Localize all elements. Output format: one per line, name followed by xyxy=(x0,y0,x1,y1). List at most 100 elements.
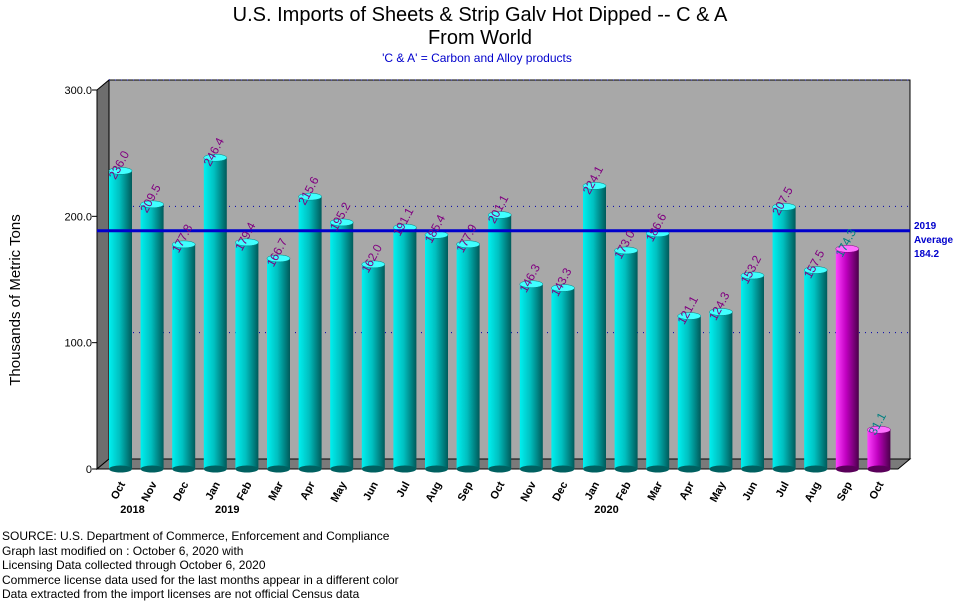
x-category-label: Apr xyxy=(677,479,697,502)
x-category-label: Sep xyxy=(456,480,476,504)
bar-base xyxy=(488,465,512,473)
bar xyxy=(108,167,133,473)
bar-body xyxy=(267,258,290,469)
bar xyxy=(803,266,828,473)
bar-base xyxy=(519,465,543,473)
bar-base xyxy=(140,465,164,473)
bar-body xyxy=(109,170,132,469)
bar xyxy=(867,425,891,473)
bar-body xyxy=(709,311,733,469)
bar-base xyxy=(298,465,322,473)
x-axis-categories: Oct Nov Dec Jan Feb Mar Apr May Jun Jul Aug Sep Oct N… xyxy=(109,479,887,504)
bar xyxy=(203,153,228,473)
bar-body xyxy=(519,284,543,469)
bar-base xyxy=(109,465,132,473)
x-category-label: Feb xyxy=(614,480,634,503)
bar-body xyxy=(361,264,385,469)
x-category-label: Oct xyxy=(109,479,128,501)
x-category-label: Jul xyxy=(394,480,412,500)
bar-cap xyxy=(203,153,228,162)
bar-cap xyxy=(235,238,259,247)
x-category-label: Dec xyxy=(550,480,570,503)
bar-base xyxy=(772,465,796,473)
bar-cap xyxy=(551,284,575,292)
bar-body xyxy=(488,214,512,469)
bar xyxy=(772,203,796,473)
x-category-label: Feb xyxy=(235,480,255,503)
y-tick-label: 100.0 xyxy=(64,338,92,350)
average-label: Average xyxy=(914,235,954,246)
bar-body xyxy=(456,244,480,469)
bar xyxy=(677,312,702,473)
bar xyxy=(456,240,480,473)
bar-body xyxy=(614,250,638,469)
y-tick-label: 300.0 xyxy=(64,85,92,97)
x-category-label: Jan xyxy=(583,480,603,503)
bar-cap xyxy=(108,167,133,175)
x-category-label: May xyxy=(329,479,350,504)
bar-body xyxy=(203,157,227,469)
footer-color-note: Commerce license data used for the last … xyxy=(2,572,399,587)
bar-body xyxy=(867,429,891,469)
bar xyxy=(235,238,259,473)
bar-base xyxy=(709,465,733,473)
bar-base xyxy=(646,465,670,473)
x-category-label: Mar xyxy=(266,479,286,503)
bar xyxy=(614,246,638,473)
x-category-label: Aug xyxy=(803,480,824,505)
footer-modified: Graph last modified on : October 6, 2020… xyxy=(2,543,244,558)
year-label: 2020 xyxy=(594,504,618,516)
bar-body xyxy=(140,204,164,469)
bar xyxy=(582,182,607,473)
bar-body xyxy=(646,233,670,469)
bar xyxy=(329,218,354,473)
bar-cap xyxy=(140,200,164,209)
x-category-label: Aug xyxy=(424,480,445,505)
x-category-label: Oct xyxy=(867,479,886,501)
average-label: 2019 xyxy=(914,221,937,232)
x-category-label: Jun xyxy=(361,480,381,503)
bar-base xyxy=(393,465,417,473)
x-category-label: Jul xyxy=(774,480,792,500)
bar-base xyxy=(425,465,448,473)
bar-body xyxy=(551,287,575,469)
bar xyxy=(835,245,860,473)
bar-base xyxy=(330,465,354,473)
bar xyxy=(171,240,196,473)
bar-base xyxy=(867,465,891,473)
year-label: 2018 xyxy=(120,504,144,516)
bar xyxy=(740,271,765,473)
bar-body xyxy=(741,275,764,469)
bar-base xyxy=(583,465,606,473)
x-category-label: Apr xyxy=(298,479,318,502)
bar xyxy=(393,223,417,473)
bar-cap xyxy=(614,246,638,255)
x-category-label: Jan xyxy=(203,480,223,503)
bar-cap xyxy=(677,312,702,320)
x-category-label: Sep xyxy=(835,480,855,504)
bar-cap xyxy=(361,260,386,269)
x-category-label: Mar xyxy=(646,479,666,503)
bar xyxy=(709,308,733,473)
bar-cap xyxy=(266,254,291,263)
year-label: 2019 xyxy=(215,504,239,516)
x-category-label: Nov xyxy=(139,479,160,504)
bar-body xyxy=(835,248,859,469)
y-tick-label: 200.0 xyxy=(64,211,92,223)
bar-cap xyxy=(171,240,196,249)
chart-subtitle: 'C & A' = Carbon and Alloy products xyxy=(382,51,572,65)
bar-body xyxy=(393,227,417,469)
bar-cap xyxy=(835,245,860,253)
footer-source: SOURCE: U.S. Department of Commerce, Enf… xyxy=(2,529,390,543)
bar-base xyxy=(361,465,385,473)
bar-body xyxy=(330,222,354,469)
bar-cap xyxy=(709,308,733,316)
bar xyxy=(519,280,544,473)
bar-cap xyxy=(487,211,512,219)
x-category-label: Oct xyxy=(488,479,507,501)
y-axis-ticks: 0 100.0 200.0 300.0 xyxy=(64,85,97,476)
x-category-label: Dec xyxy=(171,480,191,503)
bar-cap xyxy=(329,218,354,227)
chart-title-line1: U.S. Imports of Sheets & Strip Galv Hot … xyxy=(233,4,728,26)
bar-body xyxy=(172,244,196,469)
